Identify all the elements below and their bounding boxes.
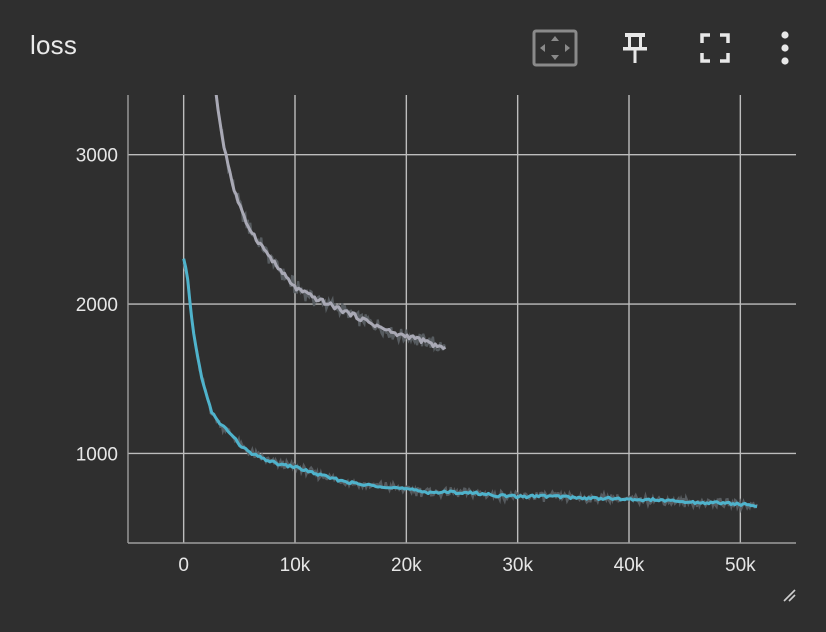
pin-icon (623, 33, 647, 63)
resize-handle-icon[interactable] (782, 588, 796, 602)
more-options-button[interactable] (770, 26, 800, 70)
series-1-smoothed-line (182, 258, 758, 508)
card-title: loss (30, 30, 78, 60)
fit-domain-icon (532, 29, 578, 67)
x-tick-label-50k: 50k (725, 555, 756, 576)
series-1-raw-trace (182, 263, 759, 514)
x-tick-label-20k: 20k (391, 555, 422, 576)
x-tick-label-0: 0 (178, 555, 189, 576)
x-tick-label-30k: 30k (502, 555, 533, 576)
fullscreen-button[interactable] (690, 26, 740, 70)
pin-button[interactable] (610, 26, 660, 70)
y-tick-label-1000: 1000 (76, 444, 118, 465)
card-toolbar (530, 26, 800, 70)
y-tick-label-3000: 3000 (76, 146, 118, 167)
fit-domain-button[interactable] (530, 26, 580, 70)
y-tick-label-2000: 2000 (76, 295, 118, 316)
x-tick-label-40k: 40k (614, 555, 645, 576)
more-vert-icon (781, 31, 789, 65)
series-0-raw-trace (215, 98, 447, 353)
x-tick-label-10k: 10k (280, 555, 311, 576)
fullscreen-icon (700, 33, 730, 63)
series-0-smoothed-line (214, 95, 447, 350)
